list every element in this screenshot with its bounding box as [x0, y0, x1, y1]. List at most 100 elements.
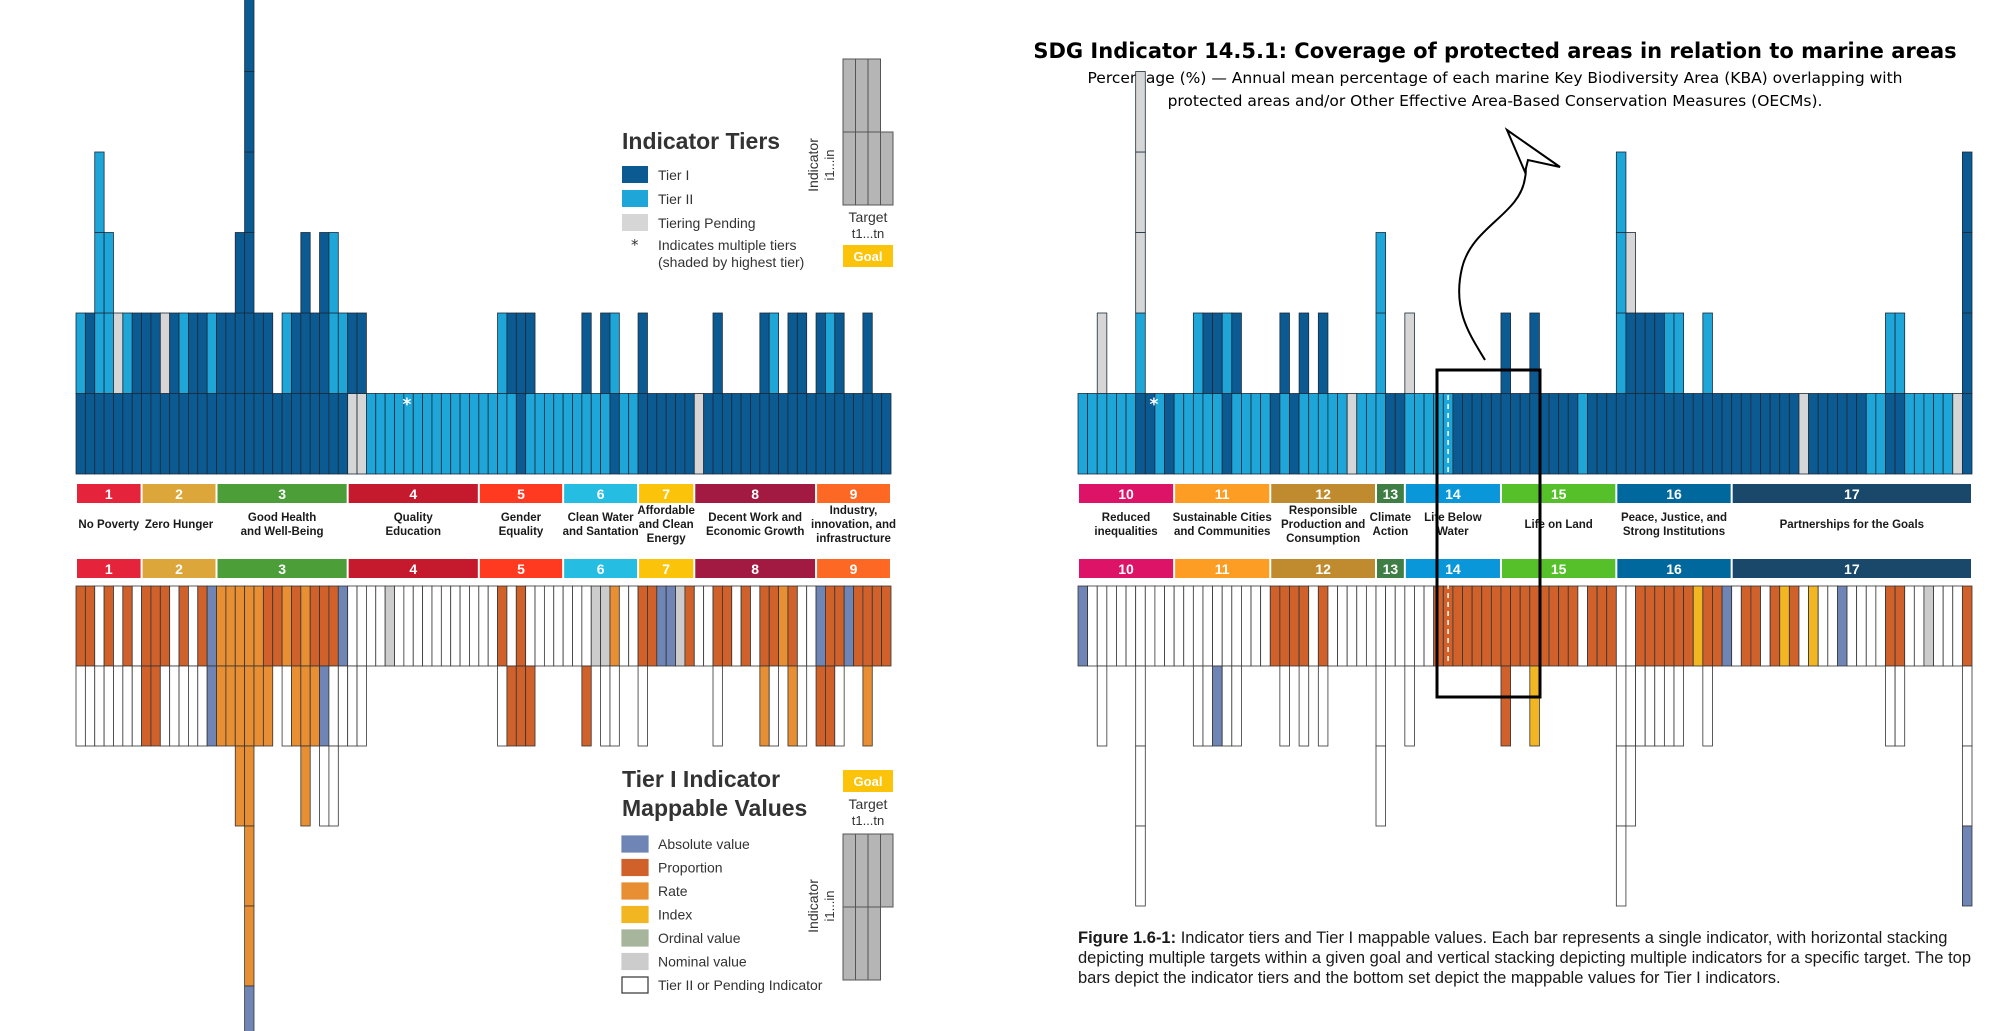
value-cell-goal-8-target-12-indicator-1 [796, 585, 808, 667]
tier-cell-goal-2-target-3-indicator-2 [159, 312, 171, 394]
value-cell-goal-17-target-6-indicator-1 [1779, 585, 1790, 667]
value-cell-goal-16-target-3-indicator-1 [1635, 585, 1646, 667]
tiers-legend: Indicator Tiers Tier I Tier II Tiering P… [622, 58, 894, 270]
value-cell-goal-17-target-5-indicator-1 [1769, 585, 1781, 667]
goal-name-10-line-1: Reduced [1102, 512, 1151, 524]
value-cell-goal-15-target-6-indicator-1 [1548, 585, 1560, 667]
value-cell-goal-8-target-11-indicator-1 [787, 585, 798, 667]
goal-band-15-upper [1501, 484, 1616, 503]
value-cell-goal-8-target-3-indicator-2 [712, 665, 723, 747]
tier-cell-goal-9-target-2-indicator-1 [825, 393, 836, 475]
value-cell-goal-17-target-12-indicator-1 [1837, 585, 1848, 667]
legend-label-ordinal-value: Ordinal value [658, 930, 741, 946]
tier-cell-goal-16-target-2-indicator-3 [1625, 232, 1636, 314]
value-cell-goal-3-target-5-indicator-1 [253, 585, 264, 667]
value-cell-goal-8-target-10-indicator-1 [778, 585, 789, 667]
values-mini-cell [880, 833, 894, 908]
value-cell-goal-2-target-6-indicator-2 [188, 665, 199, 747]
value-cell-goal-10-target-1-indicator-1 [1077, 585, 1089, 667]
value-cell-goal-16-target-1-indicator-4 [1615, 825, 1627, 907]
value-cell-goal-8-target-2-indicator-1 [703, 585, 714, 667]
tier-cell-goal-5-target-7-indicator-1 [534, 393, 545, 475]
goal-band-1-lower [77, 559, 141, 578]
tier-cell-goal-12-target-10-indicator-1 [1356, 393, 1367, 475]
value-cell-goal-3-target-12-indicator-2 [319, 665, 330, 747]
value-cell-goal-16-target-2-indicator-1 [1625, 585, 1636, 667]
value-cell-goal-3-target-13-indicator-1 [328, 585, 339, 667]
value-cell-goal-9-target-2-indicator-1 [825, 585, 836, 667]
tiers-legend-target-sub: t1...tn [852, 226, 885, 241]
value-cell-goal-1-target-2-indicator-2 [84, 665, 96, 747]
value-cell-goal-8-target-8-indicator-2 [759, 665, 770, 747]
tier-cell-goal-17-target-2-indicator-1 [1740, 393, 1752, 475]
goal-number-6-upper: 6 [597, 486, 605, 502]
value-cell-goal-5-target-4-indicator-2 [506, 665, 517, 747]
legend-swatch-tier-ii-or-pending-indicator [621, 976, 649, 994]
goal-number-4-lower: 4 [409, 561, 417, 577]
value-cell-goal-16-target-7-indicator-1 [1673, 585, 1685, 667]
tier-cell-goal-12-target-3-indicator-1 [1289, 393, 1300, 475]
value-cell-goal-2-target-3-indicator-1 [159, 585, 171, 667]
legend-label-absolute-value: Absolute value [658, 836, 750, 852]
tier-cell-goal-1-target-3-indicator-4 [94, 151, 105, 233]
goal-band-6-upper [564, 484, 638, 503]
tier-cell-goal-2-target-4-indicator-1 [169, 393, 180, 475]
tier-cell-goal-6-target-4-indicator-1 [590, 393, 601, 475]
tier-cell-goal-15-target-3-indicator-1 [1519, 393, 1531, 475]
value-cell-goal-3-target-4-indicator-6 [244, 985, 255, 1031]
value-cell-goal-17-target-8-indicator-1 [1798, 585, 1809, 667]
value-cell-goal-17-target-18-indicator-1 [1894, 585, 1906, 667]
value-cell-goal-15-target-1-indicator-2 [1500, 665, 1511, 747]
value-cell-goal-4-target-2-indicator-1 [356, 585, 367, 667]
tier-cell-goal-5-target-4-indicator-2 [506, 312, 517, 394]
tier-cell-goal-8-target-8-indicator-1 [759, 393, 770, 475]
value-cell-goal-15-target-9-indicator-1 [1577, 585, 1588, 667]
chart-subtitle-line-2: protected areas and/or Other Effective A… [1168, 92, 1823, 110]
tier-cell-goal-3-target-13-indicator-2 [328, 312, 339, 394]
value-cell-goal-3-target-12-indicator-3 [319, 745, 330, 827]
values-mini-cell [842, 833, 856, 908]
tier-cell-goal-12-target-8-indicator-1 [1337, 393, 1348, 475]
tier-cell-goal-16-target-5-indicator-2 [1654, 312, 1665, 394]
value-cell-goal-8-target-4-indicator-1 [721, 585, 733, 667]
value-cell-goal-17-target-1-indicator-1 [1731, 585, 1742, 667]
tier-cell-goal-2-target-2-indicator-1 [150, 393, 161, 475]
highlight-arrow [1458, 149, 1527, 361]
goal-band-12-lower [1271, 559, 1375, 578]
tier-cell-goal-14-target-9-indicator-1 [1481, 393, 1492, 475]
value-cell-goal-4-target-4-indicator-1 [375, 585, 386, 667]
value-cell-goal-4-target-11-indicator-1 [440, 585, 452, 667]
tier-cell-goal-11-target-5-indicator-1 [1212, 393, 1223, 475]
tier-cell-goal-2-target-5-indicator-2 [178, 312, 189, 394]
tier-cell-goal-9-target-1-indicator-1 [815, 393, 826, 475]
tier-cell-goal-14-target-6-indicator-1 [1452, 393, 1463, 475]
value-cell-goal-11-target-7-indicator-1 [1231, 585, 1242, 667]
value-cell-goal-16-target-5-indicator-1 [1654, 585, 1665, 667]
multi-tier-star-icon: * [1150, 395, 1159, 415]
value-cell-goal-9-target-3-indicator-1 [834, 585, 845, 667]
value-cell-goal-1-target-2-indicator-1 [84, 585, 96, 667]
goal-name-7-line-3: Energy [647, 533, 687, 545]
value-cell-goal-1-target-6-indicator-2 [122, 665, 133, 747]
goal-number-1-upper: 1 [105, 486, 113, 502]
tier-cell-goal-16-target-3-indicator-2 [1635, 312, 1646, 394]
goal-band-14-lower [1405, 559, 1500, 578]
tier-cell-goal-3-target-10-indicator-3 [300, 232, 311, 314]
tier-cell-goal-17-target-25-indicator-1 [1961, 393, 1973, 475]
value-cell-goal-3-target-5-indicator-2 [253, 665, 264, 747]
tier-cell-goal-8-target-4-indicator-1 [721, 393, 733, 475]
value-cell-goal-15-target-12-indicator-1 [1606, 585, 1617, 667]
value-cell-goal-7-target-4-indicator-1 [665, 585, 676, 667]
tier-cell-goal-7-target-5-indicator-1 [675, 393, 686, 475]
tier-cell-goal-4-target-11-indicator-1 [440, 393, 452, 475]
tier-cell-goal-2-target-7-indicator-1 [197, 393, 208, 475]
value-cell-goal-10-target-3-indicator-2 [1096, 665, 1108, 747]
value-cell-goal-8-target-3-indicator-1 [712, 585, 723, 667]
value-cell-goal-8-target-6-indicator-1 [740, 585, 751, 667]
tier-cell-goal-3-target-4-indicator-4 [244, 151, 255, 233]
tier-cell-goal-3-target-10-indicator-2 [300, 312, 311, 394]
tier-cell-goal-1-target-7-indicator-2 [131, 312, 142, 394]
value-cell-goal-14-target-3-indicator-1 [1423, 585, 1435, 667]
values-legend-indicator-label: Indicator [805, 879, 821, 933]
tier-cell-goal-17-target-6-indicator-1 [1779, 393, 1790, 475]
